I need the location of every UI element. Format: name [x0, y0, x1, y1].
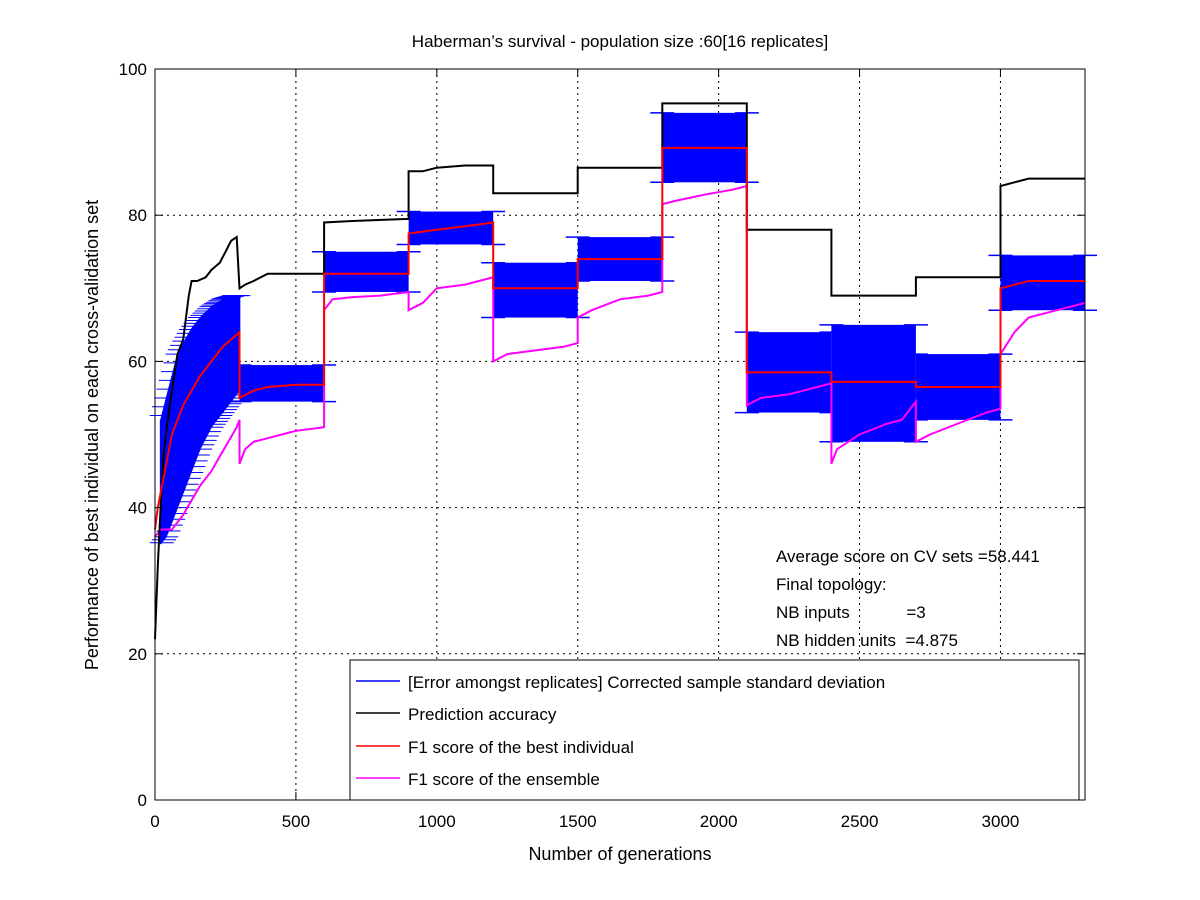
annotation-nb-inputs: NB inputs =3 — [776, 603, 926, 622]
y-tick-label: 100 — [119, 60, 147, 79]
error-band — [493, 262, 578, 318]
y-tick-label: 60 — [128, 352, 147, 371]
y-tick-label: 80 — [128, 206, 147, 225]
series-line-f1-score-of-the-ensemble — [154, 184, 1086, 538]
x-tick-label: 1000 — [418, 812, 456, 831]
y-tick-label: 0 — [138, 791, 147, 810]
chart-title: Haberman’s survival - population size :6… — [412, 32, 828, 51]
y-tick-label: 20 — [128, 645, 147, 664]
error-band — [1000, 255, 1085, 311]
x-tick-label: 3000 — [982, 812, 1020, 831]
legend-entry-error: [Error amongst replicates] Corrected sam… — [408, 673, 885, 692]
legend-entry-f1-best: F1 score of the best individual — [408, 738, 634, 757]
axis-ticks: 0 500 1000 1500 2000 2500 3000 0 20 40 60 80 100 — [119, 60, 1085, 831]
legend: [Error amongst replicates] Corrected sam… — [349, 659, 1080, 801]
x-tick-label: 0 — [150, 812, 159, 831]
error-band — [239, 365, 325, 402]
series-line-prediction-accuracy — [154, 102, 1085, 640]
legend-entry-f1-ensemble: F1 score of the ensemble — [408, 770, 600, 789]
y-tick-label: 40 — [128, 499, 147, 518]
legend-box — [349, 659, 1080, 801]
annotation-final-topology: Final topology: — [776, 575, 887, 594]
annotation-nb-hidden-units: NB hidden units =4.875 — [776, 631, 958, 650]
annotations: Average score on CV sets =58.441 Final t… — [776, 547, 1040, 650]
series-line-f1-score-of-the-best-individual — [154, 146, 1085, 530]
error-band — [831, 324, 916, 442]
x-axis-label: Number of generations — [528, 844, 711, 864]
x-tick-label: 1500 — [559, 812, 597, 831]
y-axis-label: Performance of best individual on each c… — [82, 200, 102, 670]
annotation-average-score: Average score on CV sets =58.441 — [776, 547, 1040, 566]
x-tick-label: 2500 — [841, 812, 879, 831]
legend-entry-accuracy: Prediction accuracy — [408, 705, 557, 724]
series-lines — [154, 102, 1086, 640]
error-band — [324, 251, 409, 292]
x-tick-label: 2000 — [700, 812, 738, 831]
x-tick-label: 500 — [282, 812, 310, 831]
error-bands — [149, 112, 1097, 545]
